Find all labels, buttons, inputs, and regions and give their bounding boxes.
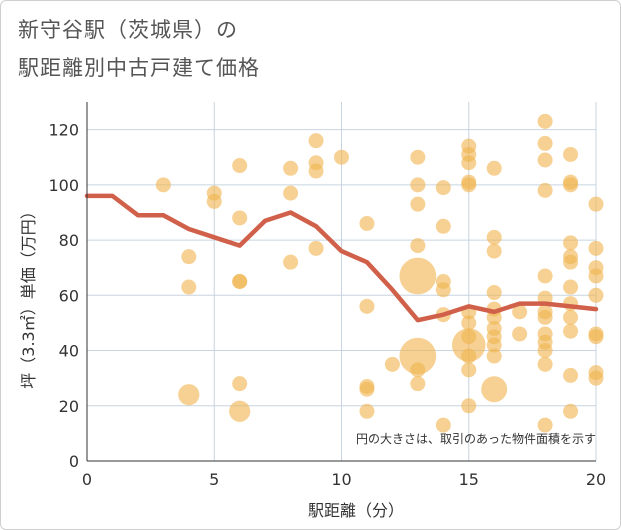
bubble-point	[410, 362, 426, 378]
bubble-point	[410, 149, 426, 165]
average-price-line	[84, 193, 599, 323]
bubble-point	[359, 216, 375, 232]
bubble-point	[486, 337, 502, 353]
bubble-point	[588, 196, 604, 212]
bubble-point	[206, 193, 222, 209]
bubble-point	[384, 356, 400, 372]
x-axis-label: 駅距離（分）	[308, 501, 404, 520]
bubble-point	[486, 243, 502, 259]
bubble-point	[451, 328, 486, 362]
bubble-point	[563, 146, 579, 162]
bubble-point	[537, 343, 553, 359]
bubble-point	[588, 268, 604, 284]
bubble-point	[232, 274, 248, 289]
bubble-point	[283, 160, 299, 176]
bubble-point	[181, 249, 197, 265]
bubble-point	[486, 309, 502, 325]
bubble-point	[537, 113, 553, 129]
bubble-point	[588, 370, 604, 386]
bubble-point	[283, 254, 299, 270]
bubble-point	[334, 149, 349, 165]
bubble-point	[229, 400, 251, 422]
bubble-point	[537, 268, 553, 284]
y-tick-label: 100	[48, 176, 79, 195]
chart-title-line2: 駅距離別中古戸建て価格	[18, 56, 260, 80]
bubble-point	[563, 235, 579, 251]
bubble-point	[563, 177, 579, 193]
bubble-point	[410, 196, 426, 212]
bubble-point	[461, 362, 477, 378]
bubble-point	[232, 158, 248, 174]
bubble-point	[232, 376, 248, 392]
y-tick-label: 0	[69, 452, 79, 471]
bubble-point	[563, 309, 579, 325]
bubble-point	[308, 240, 324, 256]
bubble-point	[537, 182, 553, 198]
bubble-point	[359, 381, 375, 397]
bubble-point	[588, 240, 604, 256]
size-annotation: 円の大きさは、取引のあった物件面積を示す	[356, 431, 596, 446]
bubble-point	[563, 403, 579, 419]
x-tick-label: 0	[82, 470, 92, 489]
bubble-point	[481, 376, 508, 403]
bubble-point	[588, 287, 604, 303]
bubble-point	[537, 356, 553, 372]
bubble-point	[308, 133, 324, 149]
bubble-point	[563, 367, 579, 383]
bubble-point	[563, 254, 579, 270]
y-tick-label: 60	[59, 286, 79, 305]
bubble-point	[537, 417, 553, 433]
bubble-point	[461, 155, 477, 171]
bubble-point	[461, 398, 477, 414]
bubble-point	[155, 177, 171, 193]
bubble-point	[486, 229, 502, 245]
axes: 0 20 40 60 80 100 120 0 5 10 15 20	[48, 102, 606, 489]
bubble-point	[512, 326, 528, 342]
chart-title-line1: 新守谷駅（茨城県）の	[18, 18, 238, 42]
y-tick-label: 40	[59, 342, 79, 361]
bubble-point	[461, 177, 477, 193]
bubble-series	[155, 113, 604, 433]
bubble-point	[512, 304, 528, 320]
x-tick-label: 10	[331, 470, 351, 489]
bubble-point	[410, 376, 426, 392]
bubble-point	[537, 309, 553, 325]
bubble-point	[461, 348, 477, 364]
y-tick-label: 20	[59, 397, 79, 416]
bubble-point	[399, 257, 437, 295]
bubble-point	[537, 135, 553, 151]
bubble-point	[537, 152, 553, 168]
bubble-point	[563, 323, 579, 339]
y-axis-label: 坪（3.3㎡）単価（万円）	[19, 203, 38, 388]
bubble-point	[588, 329, 604, 345]
bubble-point	[563, 279, 579, 295]
bubble-point	[410, 238, 426, 254]
bubble-point	[283, 185, 299, 201]
bubble-point	[486, 160, 502, 176]
bubble-point	[308, 163, 324, 179]
bubble-point	[461, 315, 477, 331]
y-tick-label: 80	[59, 231, 79, 250]
bubble-point	[232, 210, 248, 226]
bubble-point	[410, 177, 426, 193]
bubble-point	[359, 298, 375, 314]
bubble-point	[486, 285, 502, 301]
bubble-point	[486, 348, 502, 364]
bubble-point	[435, 417, 451, 433]
bubble-point	[435, 180, 451, 196]
bubble-point	[181, 279, 197, 295]
x-tick-label: 20	[586, 470, 606, 489]
bubble-point	[399, 337, 437, 375]
average-line-series	[84, 193, 599, 323]
bubble-point	[435, 282, 451, 298]
bubble-point	[435, 218, 451, 234]
y-tick-label: 120	[48, 121, 79, 140]
bubble-point	[359, 403, 375, 419]
x-tick-label: 5	[209, 470, 219, 489]
x-tick-label: 15	[459, 470, 479, 489]
bubble-point	[178, 384, 200, 406]
